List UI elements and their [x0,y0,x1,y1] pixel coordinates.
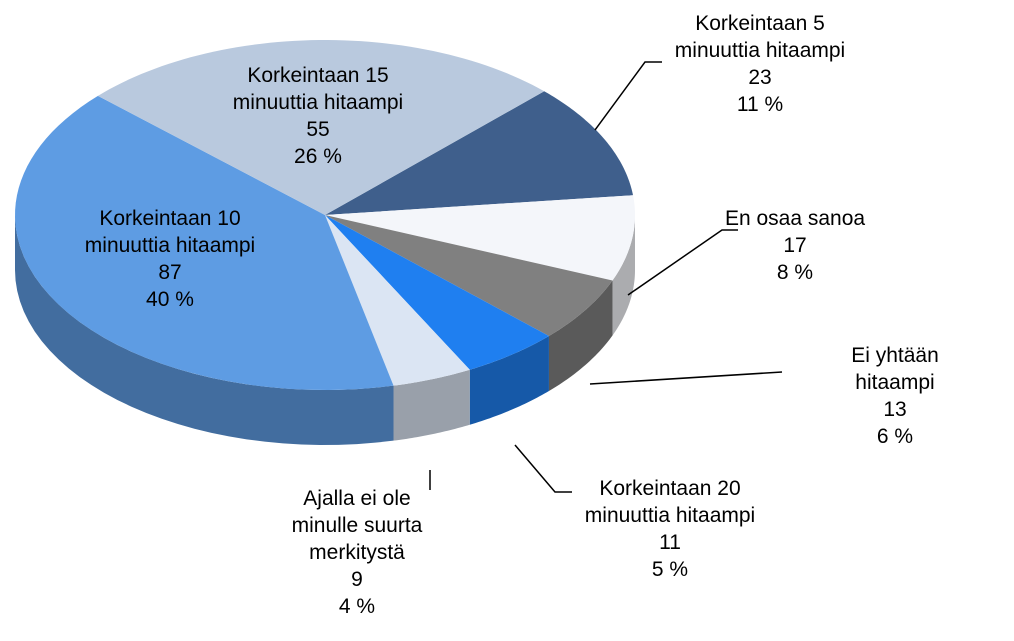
slice-side [15,215,394,445]
slice-side [548,280,613,392]
category-label: Korkeintaan 20 minuuttia hitaampi [584,477,756,527]
percent-label: 6 % [876,425,914,448]
category-label: En osaa sanoa [724,207,866,230]
slice-side [612,215,635,336]
count-label: 87 [158,261,182,284]
slice [325,215,470,386]
leader-line [589,371,783,385]
slice [15,95,394,390]
slice [325,91,634,215]
category-label: Ajalla ei ole minulle suurta merkitystä [291,487,423,564]
slice-side [469,336,549,425]
slice-label: Korkeintaan 10 minuuttia hitaampi 87 40 % [85,205,255,313]
count-label: 13 [883,398,907,421]
slice-label: En osaa sanoa 17 8 % [725,205,865,286]
slice [325,215,549,370]
slice-side [393,369,470,441]
slice [325,195,635,281]
count-label: 23 [748,66,772,89]
leader-line [627,229,738,296]
percent-label: 4 % [338,595,376,618]
percent-label: 40 % [146,288,194,311]
percent-label: 8 % [776,261,814,284]
slice-label: Korkeintaan 20 minuuttia hitaampi 11 5 % [585,475,755,583]
slice-label: Korkeintaan 15 minuuttia hitaampi 55 26 % [233,62,403,170]
slice-label: Korkeintaan 5 minuuttia hitaampi 23 11 % [675,10,845,118]
count-label: 9 [351,568,363,591]
slice [325,215,613,337]
count-label: 17 [783,234,807,257]
category-label: Ei yhtään hitaampi [851,344,939,394]
percent-label: 26 % [294,145,342,168]
percent-label: 11 % [736,93,784,116]
slice-label: Ei yhtään hitaampi 13 6 % [836,342,955,450]
slice [97,40,545,216]
leader-line [514,444,572,493]
percent-label: 5 % [651,558,689,581]
category-label: Korkeintaan 5 minuuttia hitaampi [674,12,846,62]
count-label: 11 [659,531,681,554]
leader-line [594,61,662,131]
category-label: Korkeintaan 15 minuuttia hitaampi [232,64,404,114]
category-label: Korkeintaan 10 minuuttia hitaampi [84,207,256,257]
slice-label: Ajalla ei ole minulle suurta merkitystä 9… [292,485,423,620]
count-label: 55 [306,118,330,141]
